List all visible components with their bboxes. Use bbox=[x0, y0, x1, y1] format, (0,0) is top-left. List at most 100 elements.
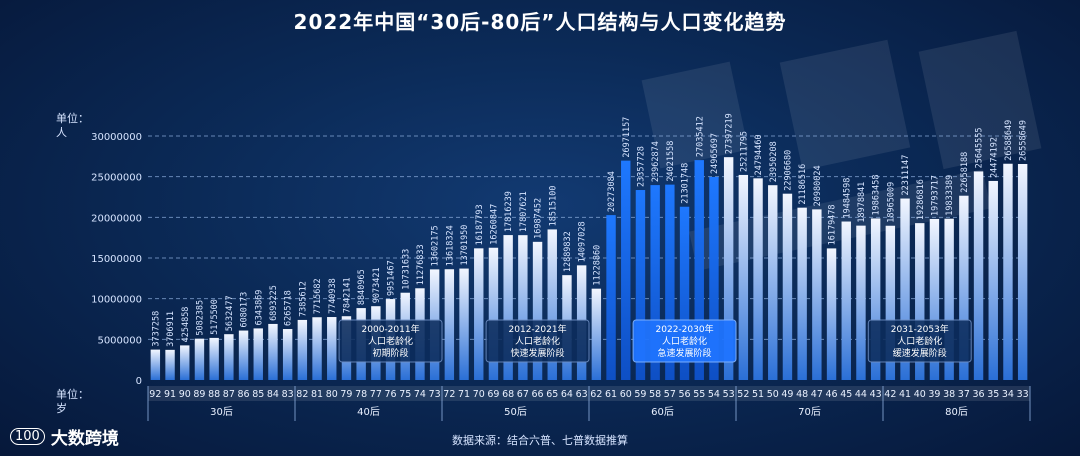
bar-value-label: 17816239 bbox=[504, 191, 514, 232]
bar-value-label: 16187793 bbox=[475, 204, 485, 245]
x-tick-label: 72 bbox=[443, 389, 455, 400]
annotation-text: 初期阶段 bbox=[373, 347, 409, 359]
bar-value-label: 13602175 bbox=[431, 225, 441, 266]
bar bbox=[224, 334, 234, 380]
bar-value-label: 24021558 bbox=[666, 141, 676, 182]
x-tick-label: 43 bbox=[870, 389, 882, 400]
x-unit-value: 岁 bbox=[56, 402, 67, 415]
annotation-box bbox=[867, 319, 972, 363]
bar-value-label: 12889832 bbox=[563, 231, 573, 272]
bar-value-label: 17807621 bbox=[519, 191, 529, 232]
x-tick-label: 87 bbox=[223, 389, 235, 400]
bar-value-label: 27035412 bbox=[695, 116, 705, 157]
bar-value-label: 26588649 bbox=[1004, 120, 1014, 161]
x-tick-label: 88 bbox=[208, 389, 220, 400]
bar-value-label: 21186516 bbox=[798, 164, 808, 205]
x-tick-label: 89 bbox=[193, 389, 205, 400]
bar-value-label: 5632477 bbox=[225, 295, 235, 331]
bar-value-label: 8840965 bbox=[357, 269, 367, 305]
annotation-text: 缓速发展阶段 bbox=[893, 347, 947, 359]
x-tick-label: 91 bbox=[164, 389, 176, 400]
bar-value-label: 22906680 bbox=[783, 150, 793, 191]
bar-value-label: 18978841 bbox=[857, 182, 867, 223]
bar bbox=[856, 225, 866, 380]
bar bbox=[753, 178, 763, 380]
x-tick-label: 75 bbox=[399, 389, 411, 400]
bar bbox=[870, 218, 881, 380]
bar bbox=[812, 209, 822, 380]
bar bbox=[694, 160, 704, 380]
x-tick-label: 55 bbox=[693, 389, 705, 400]
bar bbox=[312, 317, 322, 380]
bar bbox=[885, 225, 896, 380]
bar bbox=[209, 337, 219, 380]
bar bbox=[973, 171, 984, 380]
x-tick-label: 33 bbox=[1017, 389, 1029, 400]
bar bbox=[238, 330, 249, 380]
annotation-text: 人口老龄化 bbox=[662, 335, 707, 347]
bar-value-label: 9073421 bbox=[372, 267, 382, 303]
bar bbox=[503, 235, 513, 380]
bar-value-label: 25211795 bbox=[739, 131, 749, 172]
bar bbox=[900, 198, 910, 380]
bar bbox=[180, 345, 190, 380]
bar-value-label: 21301748 bbox=[681, 163, 691, 204]
y-tick-label: 15000000 bbox=[91, 254, 142, 265]
bar-value-label: 25645555 bbox=[975, 127, 985, 168]
bar-value-label: 23950208 bbox=[769, 141, 779, 182]
bar bbox=[915, 223, 925, 380]
x-tick-label: 48 bbox=[796, 389, 808, 400]
annotation-text: 人口老龄化 bbox=[515, 335, 560, 347]
y-tick-label: 30000000 bbox=[91, 132, 142, 143]
annotation-box bbox=[338, 319, 443, 363]
bar bbox=[282, 329, 293, 380]
annotation-text: 人口老龄化 bbox=[897, 335, 942, 347]
bar-value-label: 11228860 bbox=[592, 245, 602, 286]
bar-value-label: 14097028 bbox=[578, 221, 588, 262]
bar bbox=[959, 195, 969, 380]
bar bbox=[621, 160, 631, 380]
x-tick-label: 36 bbox=[973, 389, 985, 400]
bar-value-label: 16179478 bbox=[828, 204, 838, 245]
bar bbox=[606, 215, 616, 380]
bar-value-label: 6080173 bbox=[240, 292, 250, 328]
bar bbox=[488, 247, 499, 380]
bar bbox=[1017, 163, 1028, 380]
x-tick-label: 34 bbox=[1002, 389, 1014, 400]
x-tick-label: 52 bbox=[737, 389, 749, 400]
x-tick-label: 57 bbox=[664, 389, 676, 400]
bar-value-label: 24794460 bbox=[754, 134, 764, 175]
annotation-box bbox=[632, 319, 737, 363]
bar-value-label: 18515100 bbox=[548, 185, 558, 226]
bar-value-label: 22311147 bbox=[901, 155, 911, 196]
y-tick-label: 0 bbox=[136, 376, 142, 387]
x-tick-label: 60 bbox=[620, 389, 632, 400]
x-tick-label: 58 bbox=[649, 389, 661, 400]
bar bbox=[797, 207, 807, 380]
bar-value-label: 22658188 bbox=[960, 152, 970, 193]
bar-value-label: 10731633 bbox=[401, 249, 411, 290]
bar-value-label: 3737258 bbox=[151, 311, 161, 347]
annotation-text: 快速发展阶段 bbox=[511, 347, 565, 359]
annotation-text: 人口老龄化 bbox=[368, 335, 413, 347]
annotation-box bbox=[485, 319, 590, 363]
bar bbox=[635, 190, 646, 380]
x-tick-label: 68 bbox=[502, 389, 514, 400]
bar bbox=[1003, 163, 1013, 380]
group-label: 40后 bbox=[357, 406, 380, 418]
group-label: 80后 bbox=[945, 406, 968, 418]
x-tick-label: 63 bbox=[576, 389, 588, 400]
bar-value-label: 27397219 bbox=[725, 113, 735, 154]
bar bbox=[782, 193, 793, 380]
x-tick-label: 40 bbox=[914, 389, 926, 400]
bar-value-label: 19793717 bbox=[930, 175, 940, 216]
x-tick-label: 50 bbox=[767, 389, 779, 400]
bar-value-label: 23357728 bbox=[636, 146, 646, 187]
brand-logo: 100 大数跨境 bbox=[10, 424, 119, 449]
x-tick-label: 66 bbox=[532, 389, 544, 400]
bar-value-label: 19833389 bbox=[945, 175, 955, 216]
x-tick-label: 78 bbox=[355, 389, 367, 400]
x-tick-label: 37 bbox=[958, 389, 970, 400]
y-tick-label: 10000000 bbox=[91, 295, 142, 306]
x-unit-label: 单位： bbox=[56, 388, 89, 401]
